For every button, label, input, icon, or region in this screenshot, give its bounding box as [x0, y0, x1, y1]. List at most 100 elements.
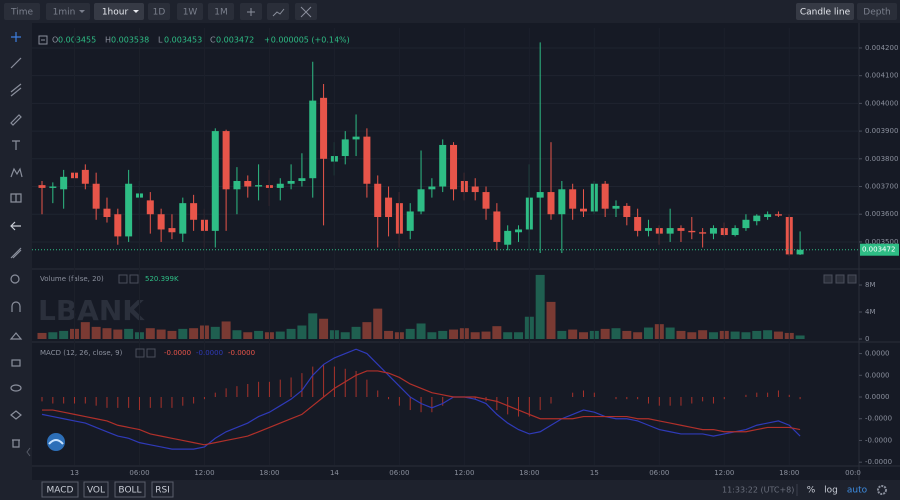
projection-tool[interactable]	[10, 193, 22, 203]
y-tick-label: 4M	[865, 308, 876, 316]
y-tick-label: 0	[865, 335, 869, 343]
view-button[interactable]	[857, 3, 897, 20]
logo-badge	[47, 433, 65, 451]
candle-body	[699, 232, 707, 234]
interval-button[interactable]	[208, 3, 234, 20]
trend-line-tool[interactable]	[10, 57, 22, 69]
left-toolbar	[0, 23, 32, 480]
volume-bar	[297, 325, 307, 339]
volume-bar	[546, 301, 556, 339]
interval-label: 1W	[183, 8, 198, 18]
tool-icon	[300, 6, 312, 18]
volume-bar	[535, 274, 545, 339]
candle-body	[363, 136, 371, 184]
pane-close[interactable]	[129, 274, 139, 284]
x-tick-label: 12:00	[194, 469, 214, 477]
layers-tool[interactable]	[10, 410, 22, 420]
interval-button[interactable]	[148, 3, 170, 20]
candle-body	[49, 186, 57, 188]
interval-button[interactable]	[177, 3, 203, 20]
candle-body	[688, 230, 696, 233]
text-tool[interactable]	[12, 140, 20, 150]
candle-body	[471, 186, 479, 193]
indicator-button[interactable]	[41, 481, 79, 498]
interval-button[interactable]	[94, 3, 144, 20]
zoom-tool[interactable]	[10, 274, 20, 284]
volume-bar	[362, 322, 372, 339]
volume-bar	[113, 329, 123, 339]
volume-bar	[189, 328, 199, 339]
scale-option[interactable]: log	[824, 486, 838, 496]
volume-bar	[340, 332, 350, 339]
candle-body	[233, 180, 241, 190]
candle-body	[179, 203, 187, 234]
scale-option[interactable]: auto	[847, 486, 868, 496]
scale-option[interactable]: %	[807, 486, 816, 496]
pane-settings[interactable]	[135, 348, 145, 358]
dropdown-arrow	[133, 10, 139, 13]
y-tick-label: 0.003500	[865, 238, 898, 246]
volume-bar	[676, 330, 686, 339]
volume-bar	[308, 313, 318, 339]
candle-body	[146, 200, 154, 215]
interval-button[interactable]	[4, 3, 40, 20]
y-tick-label: 0.003900	[865, 127, 898, 135]
ohlc-change: +0.000005 (+0.14%)	[264, 36, 350, 45]
crosshair-tool[interactable]	[11, 32, 21, 42]
hide-tool[interactable]	[10, 384, 22, 392]
collapse-toolbar[interactable]	[26, 447, 31, 457]
interval-label: 1D	[153, 8, 166, 18]
macd-line	[42, 370, 801, 446]
pattern-tool[interactable]	[10, 167, 23, 178]
lock-tool[interactable]	[11, 359, 21, 367]
y-tick-label: -0.0000	[865, 458, 892, 466]
pane-control[interactable]	[835, 274, 845, 284]
channel-tool[interactable]	[10, 83, 22, 97]
volume-bar	[795, 335, 805, 339]
stay-drawing-tool[interactable]	[9, 332, 23, 340]
volume-bar	[427, 332, 437, 339]
pane-close[interactable]	[146, 348, 156, 358]
pane-control[interactable]	[823, 274, 833, 284]
pane-control[interactable]	[847, 274, 857, 284]
candle-body	[320, 97, 328, 159]
candle-body	[103, 208, 111, 218]
candle-body	[374, 183, 382, 218]
candle-body	[385, 197, 393, 218]
candle-body	[450, 144, 458, 190]
delete-tool[interactable]	[12, 439, 20, 448]
view-button[interactable]	[796, 3, 854, 20]
candle-body	[731, 228, 739, 236]
candle-body	[742, 219, 750, 229]
indicator-button[interactable]	[83, 481, 109, 498]
candle-body	[341, 139, 349, 157]
candle-body	[287, 180, 295, 184]
brush-tool[interactable]	[10, 114, 22, 126]
magnet-tool[interactable]	[11, 301, 21, 312]
measure-tool[interactable]	[10, 247, 22, 259]
volume-bar	[351, 326, 361, 339]
candle-body	[406, 211, 414, 231]
tool-button[interactable]	[267, 3, 289, 20]
collapse-legend[interactable]	[38, 35, 48, 45]
tool-icon	[247, 8, 255, 16]
indicator-button[interactable]	[151, 481, 174, 498]
indicator-label: MACD	[47, 486, 74, 496]
back-tool[interactable]	[10, 221, 21, 231]
candle-body	[796, 249, 804, 255]
view-label: Candle line	[800, 8, 851, 18]
macd-line	[41, 348, 801, 450]
indicator-button[interactable]	[114, 481, 146, 498]
candle-body	[211, 131, 219, 231]
pane-settings[interactable]	[118, 274, 128, 284]
drawing-tools[interactable]	[9, 32, 23, 448]
volume-bar	[373, 308, 383, 339]
interval-label: 1hour	[102, 8, 129, 18]
interval-button[interactable]	[46, 3, 90, 20]
ohlc-label: H	[105, 36, 111, 45]
pane-legend-value: -0.0000	[164, 349, 191, 357]
volume-bar	[633, 332, 643, 339]
settings-icon[interactable]	[877, 485, 887, 495]
volume-bar	[752, 330, 762, 339]
candle-body	[309, 100, 317, 179]
